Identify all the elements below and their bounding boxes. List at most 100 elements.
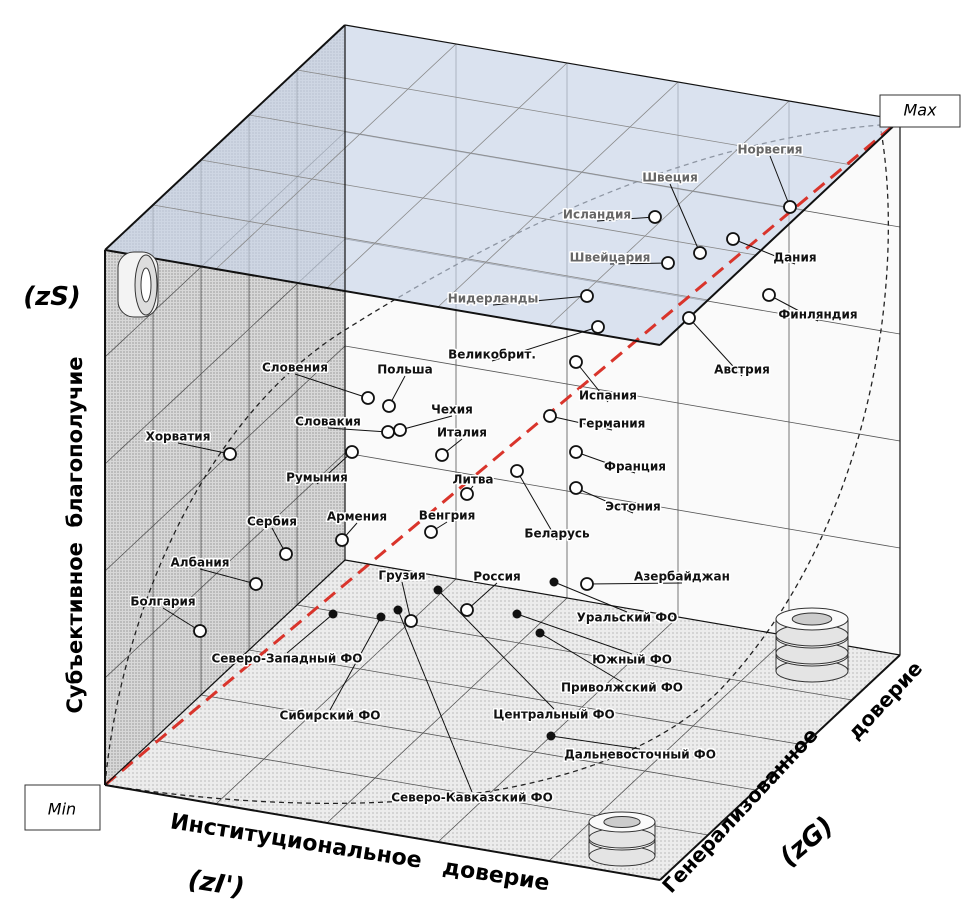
leader-line: [329, 616, 382, 711]
grid-line: [437, 616, 679, 843]
diagonal: [104, 118, 901, 787]
country-label: Литва: [452, 473, 493, 487]
country-point: [460, 487, 474, 501]
country-label: Грузия: [378, 569, 425, 583]
country-label: Испания: [579, 389, 637, 403]
country-point: [661, 256, 675, 270]
country-point: [381, 425, 395, 439]
region-point: [512, 609, 522, 619]
leader-line: [492, 295, 588, 306]
country-point: [424, 525, 438, 539]
country-label: Венгрия: [419, 509, 476, 523]
country-point: [435, 448, 449, 462]
country-label: Хорватия: [146, 430, 211, 444]
grid-line: [344, 345, 901, 442]
leader-line: [516, 613, 633, 655]
region-label: Сибирский ФО: [280, 709, 381, 723]
region-label: Центральный ФО: [493, 708, 614, 722]
country-label: Эстония: [605, 500, 661, 514]
region-point: [393, 605, 403, 615]
country-label: Армения: [327, 510, 387, 524]
grid-line: [344, 452, 901, 549]
cube-edge: [104, 559, 346, 786]
z-axis-symbol: (zG): [774, 811, 839, 873]
country-label: Германия: [579, 417, 646, 431]
country-point: [382, 399, 396, 413]
country-label: Финляндия: [778, 308, 857, 322]
leader-line: [437, 589, 555, 710]
leader-line: [199, 568, 257, 585]
leader-line: [732, 238, 796, 265]
region-label: Дальневосточный ФО: [564, 748, 716, 762]
country-label: Беларусь: [524, 527, 590, 541]
leader-line: [397, 609, 473, 793]
cube-edge: [104, 784, 661, 881]
leader-line: [586, 582, 683, 585]
leader-line: [575, 361, 609, 403]
country-label: Нидерланды: [448, 292, 539, 306]
leader-line: [688, 317, 743, 377]
leader-line: [162, 607, 201, 632]
cube: [104, 24, 901, 881]
country-point: [335, 533, 349, 547]
country-point: [762, 288, 776, 302]
region-label: Южный ФО: [592, 653, 672, 667]
top-face: [105, 25, 900, 345]
country-point: [361, 391, 375, 405]
country-label: Албания: [171, 556, 230, 570]
torus: [140, 267, 152, 303]
max-box: [879, 94, 961, 128]
country-point: [648, 210, 662, 224]
country-point: [393, 423, 407, 437]
country-point: [223, 447, 237, 461]
country-point: [569, 481, 583, 495]
region-point: [549, 577, 559, 587]
country-label: Австрия: [714, 363, 770, 377]
cube-edge: [659, 119, 901, 346]
country-label: Сербия: [247, 515, 297, 529]
country-label: Болгария: [130, 595, 195, 609]
country-point: [693, 246, 707, 260]
leader-line: [575, 451, 636, 474]
leader-line: [669, 183, 701, 254]
min-box: [24, 784, 101, 831]
country-point: [783, 200, 797, 214]
country-label: Польша: [377, 363, 433, 377]
country-point: [404, 614, 418, 628]
country-point: [345, 445, 359, 459]
country-point: [279, 547, 293, 561]
country-point: [569, 355, 583, 369]
grid-line: [248, 649, 805, 746]
grid-line: [104, 452, 346, 679]
region-label: Уральский ФО: [577, 611, 678, 625]
grid-line: [548, 100, 790, 327]
country-label: Швеция: [642, 171, 698, 185]
leader-line: [575, 487, 634, 514]
leader-line: [769, 155, 791, 208]
leader-line: [399, 415, 453, 431]
torus: [791, 612, 833, 626]
region-point: [535, 628, 545, 638]
grid-line: [296, 604, 853, 701]
region-point: [376, 612, 386, 622]
leader-line: [316, 451, 353, 485]
region-point: [433, 585, 443, 595]
country-label: Чехия: [431, 403, 473, 417]
country-label: Исландия: [563, 208, 631, 222]
points: Норвегия Швеция Исландия Дания Швейцария Ниде…: [129, 141, 859, 806]
country-label: Словакия: [295, 415, 361, 429]
leader-line: [596, 216, 656, 222]
leader-line: [294, 373, 369, 399]
grid-line: [437, 81, 679, 308]
country-point: [580, 577, 594, 591]
leader-line: [491, 326, 599, 362]
country-point: [543, 409, 557, 423]
leader-line: [516, 470, 558, 541]
country-point: [460, 603, 474, 617]
grid-line: [200, 159, 757, 256]
grid-line: [248, 114, 805, 211]
leader-line: [286, 613, 334, 654]
region-label: Северо-Кавказский ФО: [391, 791, 553, 805]
country-label: Норвегия: [738, 143, 803, 157]
grid-line: [200, 694, 757, 791]
